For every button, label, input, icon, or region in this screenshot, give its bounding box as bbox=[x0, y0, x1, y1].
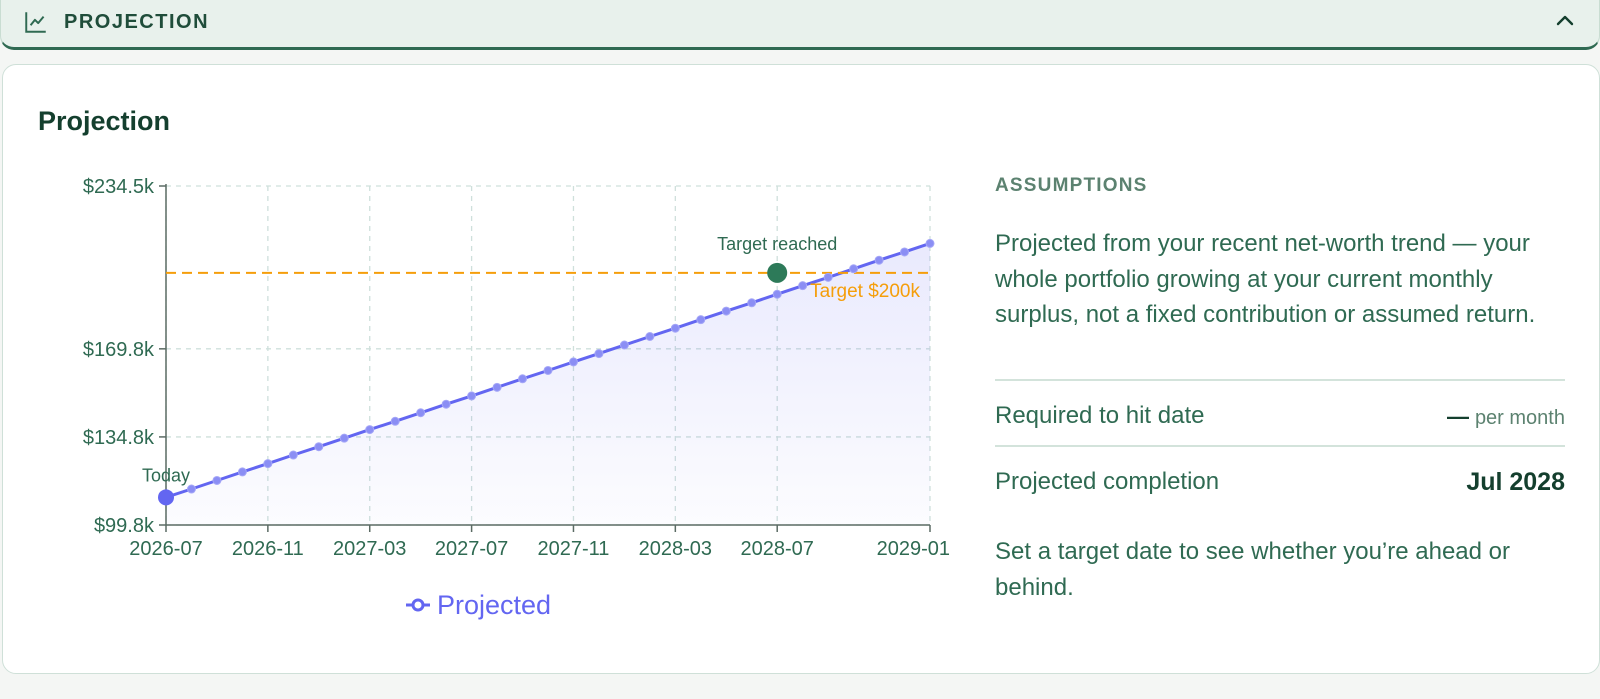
today-label: Today bbox=[142, 465, 190, 485]
chevron-up-icon[interactable] bbox=[1553, 9, 1577, 33]
data-point bbox=[645, 331, 655, 341]
data-point bbox=[441, 399, 451, 409]
y-tick-label: $169.8k bbox=[83, 339, 155, 361]
data-point bbox=[288, 450, 298, 460]
data-point bbox=[212, 475, 222, 485]
target-date-note: Set a target date to see whether you’re … bbox=[995, 538, 1511, 601]
data-point bbox=[263, 459, 273, 469]
completion-label: Projected completion bbox=[995, 468, 1220, 495]
data-point bbox=[237, 467, 247, 477]
required-unit: per month bbox=[1474, 407, 1565, 429]
x-tick-label: 2027-11 bbox=[538, 538, 610, 560]
data-point bbox=[798, 281, 808, 291]
x-tick-label: 2029-01 bbox=[877, 538, 950, 560]
series-area bbox=[166, 243, 930, 525]
data-point bbox=[874, 255, 884, 265]
y-tick-label: $234.5k bbox=[83, 176, 155, 198]
x-tick-label: 2027-07 bbox=[435, 538, 508, 560]
data-point bbox=[314, 442, 324, 452]
x-tick-label: 2028-03 bbox=[639, 538, 712, 560]
divider bbox=[995, 445, 1565, 447]
data-point bbox=[772, 289, 782, 299]
legend-label: Projected bbox=[437, 590, 551, 620]
projection-section-header[interactable]: PROJECTION bbox=[0, 0, 1600, 50]
section-title: PROJECTION bbox=[64, 11, 210, 33]
required-label: Required to hit date bbox=[995, 402, 1205, 429]
required-amount: — bbox=[1446, 404, 1469, 429]
data-point bbox=[721, 306, 731, 316]
today-marker bbox=[158, 489, 174, 506]
projection-chart: 2026-07 2026-11 2027-03 2027-07 2027-11 2028-… bbox=[83, 176, 950, 620]
target-reached-marker bbox=[767, 262, 788, 283]
data-point bbox=[416, 408, 426, 418]
x-tick-label: 2027-03 bbox=[333, 538, 406, 560]
target-reached-label: Target reached bbox=[717, 234, 837, 254]
data-point bbox=[467, 391, 477, 401]
data-point bbox=[186, 484, 196, 494]
data-point bbox=[619, 340, 629, 350]
data-point bbox=[747, 298, 757, 308]
card-title: Projection bbox=[38, 106, 171, 136]
data-point bbox=[823, 272, 833, 282]
required-value: — per month bbox=[1447, 404, 1565, 430]
data-point bbox=[518, 374, 528, 384]
data-point bbox=[849, 264, 859, 274]
data-point bbox=[492, 382, 502, 392]
data-point bbox=[900, 247, 910, 257]
x-tick-label: 2026-11 bbox=[232, 538, 304, 560]
divider bbox=[995, 379, 1565, 381]
data-point bbox=[670, 323, 680, 333]
data-point bbox=[365, 425, 375, 435]
line-chart-icon bbox=[25, 12, 46, 33]
data-point bbox=[568, 357, 578, 367]
x-tick-label: 2026-07 bbox=[129, 538, 202, 560]
completion-value: Jul 2028 bbox=[1466, 468, 1565, 496]
data-point bbox=[594, 349, 604, 359]
data-point bbox=[925, 238, 935, 248]
legend-marker bbox=[411, 598, 425, 612]
assumptions-text: Projected from your recent net-worth tre… bbox=[995, 230, 1536, 328]
x-tick-label: 2028-07 bbox=[740, 538, 813, 560]
data-point bbox=[339, 433, 349, 443]
data-point bbox=[543, 365, 553, 375]
assumptions-heading: ASSUMPTIONS bbox=[995, 175, 1148, 196]
y-tick-label: $99.8k bbox=[94, 515, 155, 537]
data-point bbox=[696, 315, 706, 325]
data-point bbox=[390, 416, 400, 426]
y-tick-label: $134.8k bbox=[83, 427, 155, 449]
target-label: Target $200k bbox=[810, 281, 920, 302]
